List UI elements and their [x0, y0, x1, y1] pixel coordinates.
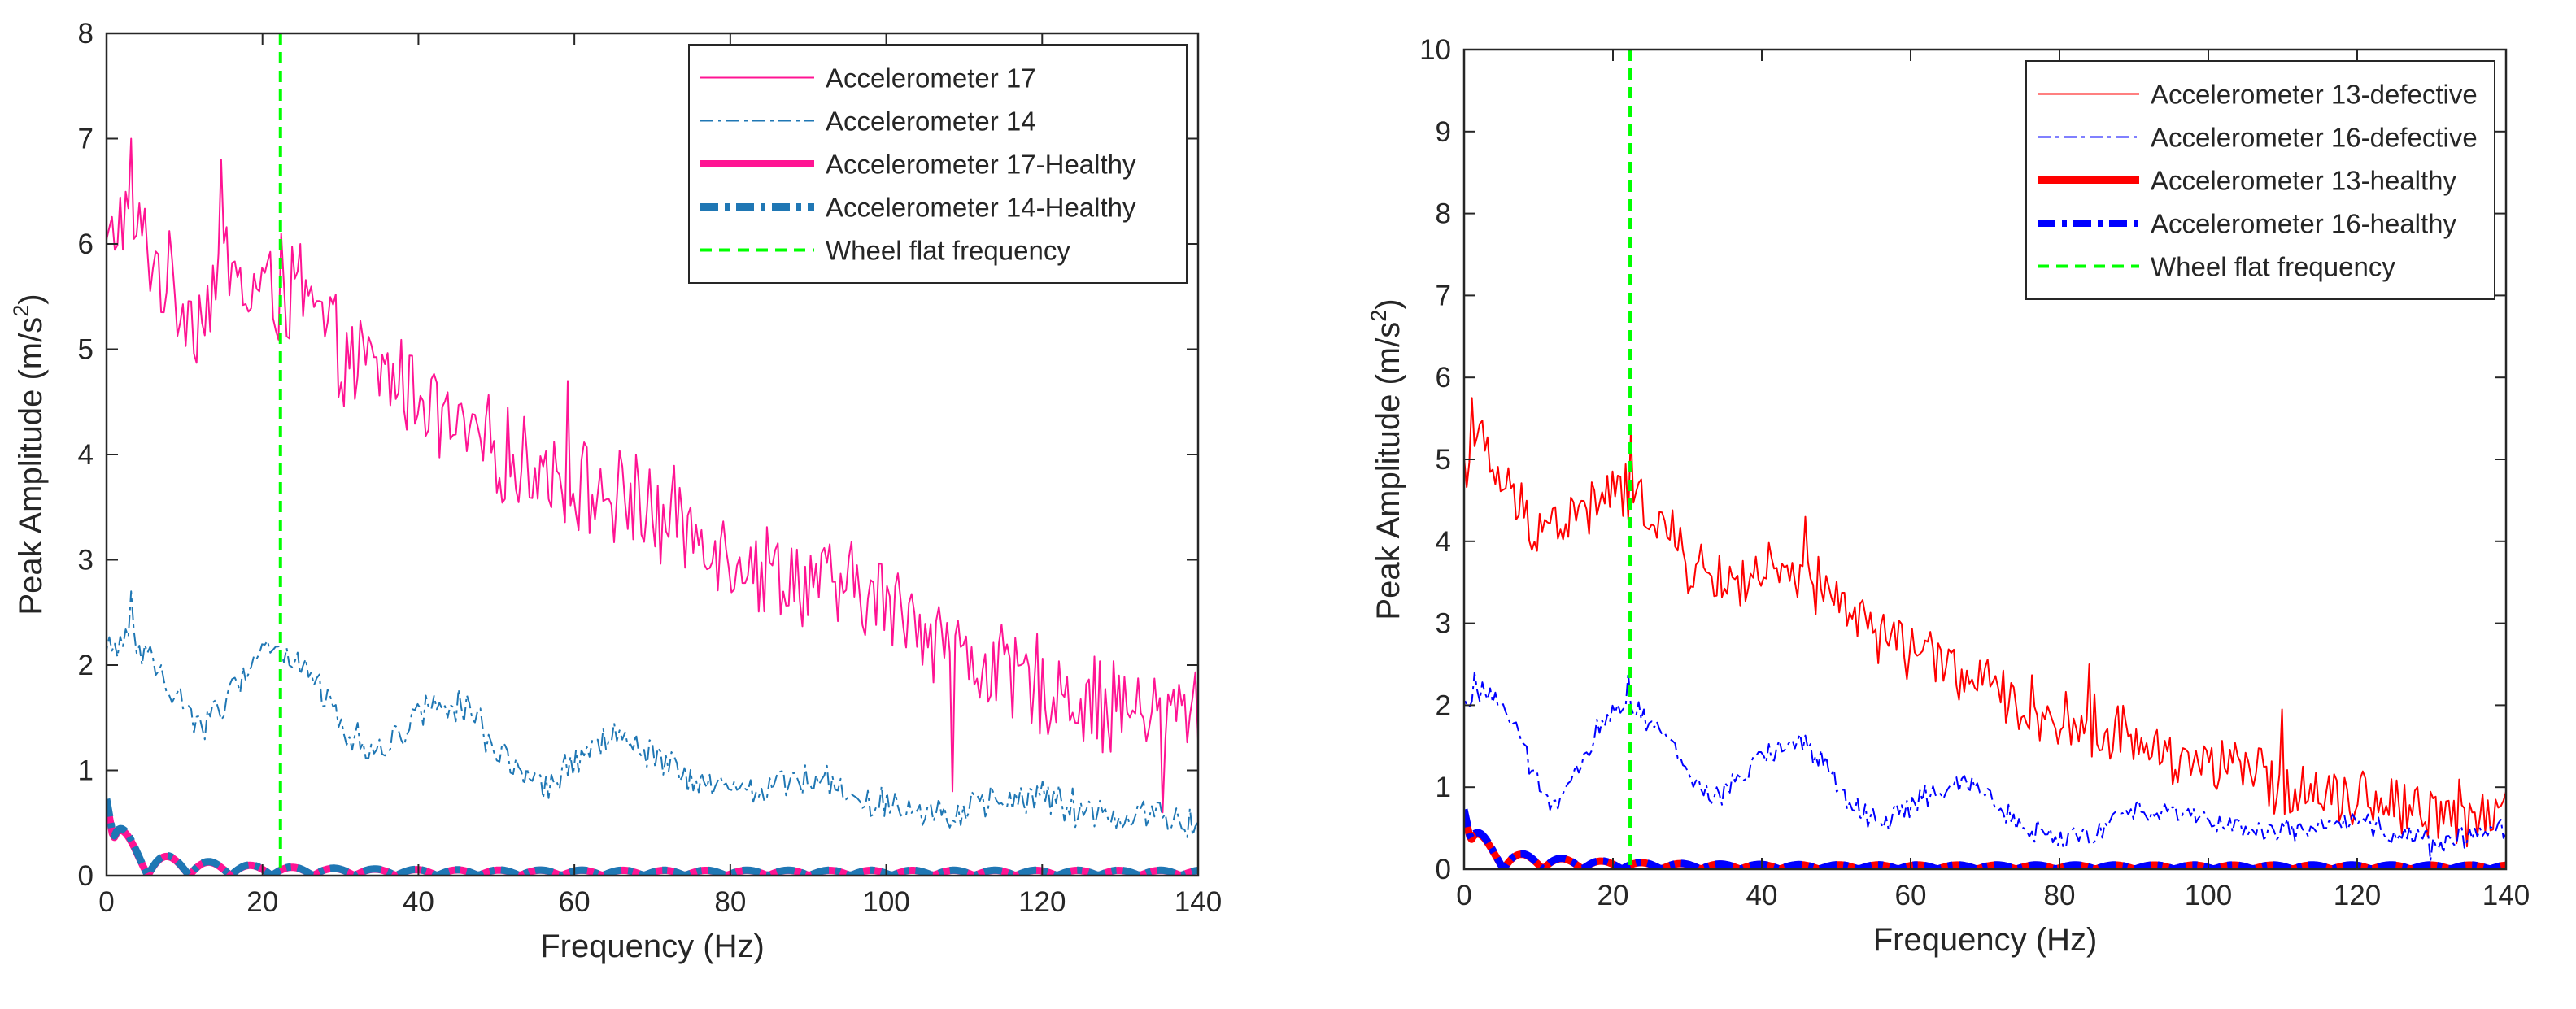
axis-ticks: 0 20 40 60 80 100 120 140 0 1 2 3 4 5 6 7 8	[78, 18, 1223, 918]
x-tick-label: 40	[403, 886, 434, 918]
chart-accelerometers-13-16: 0 20 40 60 80 100 120 140 0 1 2 3 4 5 6 7 8 9 10 Frequency…	[1366, 34, 2530, 958]
legend-label: Accelerometer 14-Healthy	[826, 193, 1136, 223]
series-line-accelerometer-17-healthy	[107, 801, 1198, 876]
y-tick-label: 2	[1436, 689, 1451, 721]
x-tick-label: 40	[1746, 880, 1778, 911]
axis-ticks: 0 20 40 60 80 100 120 140 0 1 2 3 4 5 6 7 8 9 10	[1419, 34, 2530, 911]
x-tick-label: 20	[246, 886, 278, 918]
x-tick-label: 140	[2482, 880, 2530, 911]
legend-label: Accelerometer 16-healthy	[2151, 209, 2457, 239]
y-tick-label: 5	[78, 334, 94, 366]
legend: Accelerometer 17 Accelerometer 14 Accelero…	[688, 44, 1188, 284]
y-axis-label: Peak Amplitude (m/s2)	[1366, 298, 1406, 620]
chart-accelerometers-17-14: 0 20 40 60 80 100 120 140 0 1 2 3 4 5 6 7 8 Frequency (H…	[9, 18, 1222, 964]
y-tick-label: 8	[78, 18, 94, 50]
series-line-accelerometer-16-defective	[1464, 672, 2506, 869]
y-tick-label: 6	[1436, 362, 1451, 394]
y-tick-label: 0	[78, 860, 94, 892]
y-tick-label: 7	[1436, 280, 1451, 311]
legend-item-accelerometer-14-healthy: Accelerometer 14-Healthy	[700, 193, 1136, 223]
series-line-accelerometer-17	[107, 137, 1198, 876]
y-axis-label-main: Peak Amplitude (m/s	[13, 317, 49, 615]
y-tick-label: 0	[1436, 854, 1451, 885]
legend-item-wheel-flat-frequency: Wheel flat frequency	[700, 236, 1070, 266]
legend-item-accelerometer-17: Accelerometer 17	[700, 63, 1036, 94]
series-line-accelerometer-14	[107, 590, 1198, 876]
x-tick-label: 0	[1456, 880, 1471, 911]
x-tick-label: 120	[2334, 880, 2381, 911]
legend-label: Accelerometer 14	[826, 107, 1036, 137]
y-tick-label: 4	[78, 439, 94, 471]
y-tick-label: 7	[78, 124, 94, 155]
y-tick-label: 8	[1436, 198, 1451, 230]
y-axis-label-superscript: 2	[1366, 310, 1391, 322]
x-tick-label: 140	[1175, 886, 1222, 918]
x-axis-label: Frequency (Hz)	[540, 929, 765, 964]
y-tick-label: 10	[1419, 34, 1451, 66]
legend-label: Accelerometer 17	[826, 63, 1036, 94]
legend-label: Wheel flat frequency	[826, 236, 1070, 266]
legend-label: Accelerometer 16-defective	[2151, 123, 2478, 153]
legend-item-accelerometer-13-healthy: Accelerometer 13-healthy	[2038, 166, 2457, 196]
x-tick-label: 100	[862, 886, 909, 918]
y-tick-label: 9	[1436, 116, 1451, 148]
y-axis-label-superscript: 2	[9, 305, 33, 317]
y-tick-label: 1	[1436, 772, 1451, 803]
legend-item-accelerometer-13-defective: Accelerometer 13-defective	[2038, 80, 2478, 110]
y-axis-label-close: )	[13, 294, 49, 304]
y-tick-label: 2	[78, 650, 94, 681]
y-axis-label: Peak Amplitude (m/s2)	[9, 294, 49, 615]
series-line-accelerometer-13-defective	[1464, 397, 2506, 869]
legend-label: Accelerometer 17-Healthy	[826, 150, 1136, 180]
legend-item-wheel-flat-frequency: Wheel flat frequency	[2038, 252, 2395, 282]
legend-item-accelerometer-16-healthy: Accelerometer 16-healthy	[2038, 209, 2457, 239]
y-tick-label: 6	[78, 228, 94, 260]
x-tick-label: 20	[1597, 880, 1629, 911]
legend-label: Accelerometer 13-healthy	[2151, 166, 2457, 196]
legend-item-accelerometer-17-healthy: Accelerometer 17-Healthy	[700, 150, 1136, 180]
legend-item-accelerometer-14: Accelerometer 14	[700, 107, 1036, 137]
legend: Accelerometer 13-defective Accelerometer …	[2025, 60, 2495, 300]
y-tick-label: 5	[1436, 444, 1451, 476]
series-line-accelerometer-13-healthy	[1464, 811, 2506, 869]
y-tick-label: 3	[1436, 608, 1451, 640]
series-line-accelerometer-16-healthy	[1464, 808, 2506, 869]
legend-label: Accelerometer 13-defective	[2151, 80, 2478, 110]
x-tick-label: 60	[559, 886, 591, 918]
y-axis-label-close: )	[1371, 298, 1406, 309]
x-tick-label: 60	[1895, 880, 1927, 911]
x-tick-label: 0	[98, 886, 114, 918]
x-tick-label: 100	[2185, 880, 2232, 911]
x-axis-label: Frequency (Hz)	[1873, 922, 2098, 958]
y-axis-label-main: Peak Amplitude (m/s	[1371, 322, 1406, 620]
x-tick-label: 80	[2044, 880, 2076, 911]
y-tick-label: 1	[78, 755, 94, 787]
series-line-accelerometer-14-healthy	[107, 798, 1198, 876]
x-tick-label: 80	[714, 886, 746, 918]
x-tick-label: 120	[1018, 886, 1066, 918]
y-tick-label: 3	[78, 545, 94, 576]
y-tick-label: 4	[1436, 526, 1451, 558]
legend-item-accelerometer-16-defective: Accelerometer 16-defective	[2038, 123, 2478, 153]
legend-label: Wheel flat frequency	[2151, 252, 2395, 282]
